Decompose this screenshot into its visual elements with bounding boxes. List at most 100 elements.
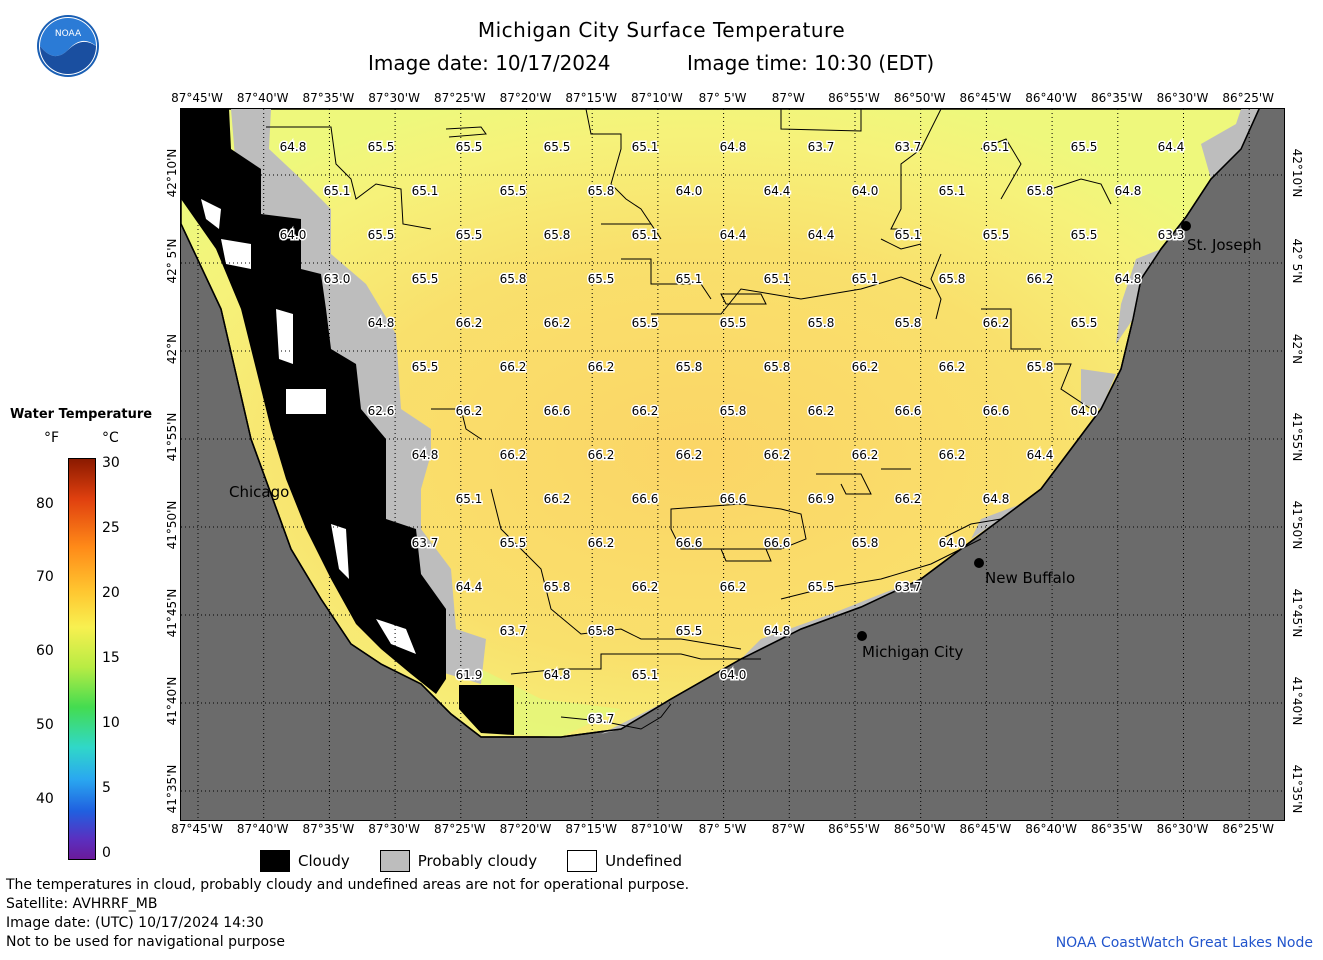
temperature-label: 65.8 (808, 316, 835, 330)
temperature-label: 64.0 (676, 184, 703, 198)
lon-label-top: 87°40'W (236, 91, 289, 105)
lon-label-top: 86°30'W (1156, 91, 1209, 105)
lat-label-right: 42° 5'N (1290, 238, 1304, 284)
temperature-label: 66.2 (500, 360, 527, 374)
lon-label-bottom: 86°50'W (893, 822, 946, 836)
lon-label-bottom: 86°55'W (828, 822, 880, 836)
colorbar-c-tick: 0 (102, 845, 111, 861)
temperature-label: 65.8 (852, 536, 879, 550)
temperature-label: 64.0 (852, 184, 879, 198)
temperature-label: 63.7 (412, 536, 439, 550)
temperature-label: 65.5 (588, 272, 615, 286)
lon-label-bottom: 86°25'W (1222, 822, 1275, 836)
temperature-label: 64.4 (1158, 140, 1185, 154)
temperature-label: 65.5 (500, 184, 527, 198)
temperature-label: 65.5 (368, 140, 395, 154)
temperature-label: 63.7 (895, 580, 922, 594)
temperature-labels: 64.8 65.5 65.5 65.5 65.1 64.8 63.7 63.7 65.1 65.5… (278, 139, 1186, 728)
colorbar-f-tick: 60 (36, 643, 54, 659)
temperature-label: 66.2 (588, 448, 615, 462)
temperature-label: 65.5 (368, 228, 395, 242)
lon-label-bottom: 87° 5'W (698, 822, 747, 836)
lon-label-top: 87°15'W (565, 91, 618, 105)
temperature-label: 66.2 (852, 448, 879, 462)
lon-label-top: 87°30'W (368, 91, 420, 105)
temperature-label: 65.5 (412, 272, 439, 286)
logo-text: NOAA (55, 29, 82, 39)
lon-label-bottom: 87°W (771, 822, 805, 836)
city-label-new-buffalo: New Buffalo (985, 569, 1076, 587)
temperature-label: 65.1 (632, 140, 659, 154)
temperature-label: 65.1 (676, 272, 703, 286)
temperature-label: 66.2 (676, 448, 703, 462)
temperature-label: 66.9 (808, 492, 835, 506)
temperature-label: 66.2 (544, 316, 571, 330)
lon-label-top: 87°45'W (171, 91, 223, 105)
temperature-label: 65.5 (808, 580, 835, 594)
footer-nav-warning: Not to be used for navigational purpose (6, 934, 285, 950)
lat-label-left: 41°55'N (165, 412, 179, 462)
temperature-label: 65.5 (1071, 140, 1098, 154)
temperature-label: 65.8 (1027, 184, 1054, 198)
lon-label-top: 87°10'W (631, 91, 683, 105)
temperature-label: 65.8 (588, 184, 615, 198)
footer-disclaimer: The temperatures in cloud, probably clou… (6, 877, 690, 893)
temperature-label: 66.2 (632, 580, 659, 594)
temperature-label: 65.1 (324, 184, 351, 198)
temperature-label: 64.8 (1115, 184, 1142, 198)
temperature-label: 66.6 (895, 404, 922, 418)
temperature-label: 64.8 (544, 668, 571, 682)
lon-label-bottom: 87°30'W (368, 822, 420, 836)
chicago-marker (299, 474, 309, 484)
colorbar-c-tick: 5 (102, 780, 111, 796)
colorbar-unit-c: °C (102, 430, 119, 446)
colorbar-f-tick: 80 (36, 496, 54, 512)
temperature-label: 65.8 (764, 360, 791, 374)
temperature-label: 63.0 (324, 272, 351, 286)
temperature-label: 66.2 (939, 360, 966, 374)
temperature-label: 64.8 (280, 140, 307, 154)
lon-label-top: 86°40'W (1025, 91, 1077, 105)
temperature-label: 64.4 (808, 228, 835, 242)
temperature-label: 62.6 (368, 404, 395, 418)
temperature-label: 66.2 (895, 492, 922, 506)
lon-label-bottom: 87°45'W (171, 822, 223, 836)
footer-credit: NOAA CoastWatch Great Lakes Node (1055, 935, 1313, 951)
colorbar-c-tick: 25 (102, 520, 120, 536)
footer-utc-date: Image date: (UTC) 10/17/2024 14:30 (6, 915, 264, 931)
temperature-label: 66.6 (983, 404, 1010, 418)
temperature-label: 63.3 (1158, 228, 1185, 242)
temperature-label: 63.7 (808, 140, 835, 154)
legend-undefined-label: Undefined (605, 852, 683, 870)
cloudy-swatch (260, 850, 290, 872)
lat-label-right: 42°N (1290, 333, 1304, 365)
temperature-label: 65.1 (632, 668, 659, 682)
temperature-label: 65.8 (720, 404, 747, 418)
temperature-label: 64.8 (764, 624, 791, 638)
lat-label-right: 41°35'N (1290, 764, 1304, 814)
temperature-label: 63.7 (895, 140, 922, 154)
temperature-label: 64.4 (720, 228, 747, 242)
legend-probably-cloudy-label: Probably cloudy (417, 852, 538, 870)
lon-label-top: 87°25'W (433, 91, 486, 105)
temperature-label: 66.2 (1027, 272, 1054, 286)
temperature-label: 65.5 (720, 316, 747, 330)
temperature-label: 66.6 (676, 536, 703, 550)
lon-label-top: 86°25'W (1222, 91, 1275, 105)
colorbar-c-tick: 30 (102, 455, 120, 471)
temperature-label: 65.1 (456, 492, 483, 506)
lon-label-bottom: 86°30'W (1156, 822, 1209, 836)
map-title: Michigan City Surface Temperature (477, 18, 846, 42)
colorbar-c-tick: 10 (102, 715, 120, 731)
temperature-label: 63.7 (588, 712, 615, 726)
temperature-label: 66.2 (764, 448, 791, 462)
temperature-label: 65.5 (456, 140, 483, 154)
temperature-label: 64.4 (1027, 448, 1054, 462)
colorbar-c-tick: 15 (102, 650, 120, 666)
lat-label-right: 41°55'N (1290, 412, 1304, 462)
noaa-logo: NOAA (36, 14, 100, 78)
temperature-label: 65.8 (676, 360, 703, 374)
temperature-label: 65.1 (983, 140, 1010, 154)
temperature-label: 65.5 (456, 228, 483, 242)
lat-label-left: 42°N (165, 333, 179, 365)
